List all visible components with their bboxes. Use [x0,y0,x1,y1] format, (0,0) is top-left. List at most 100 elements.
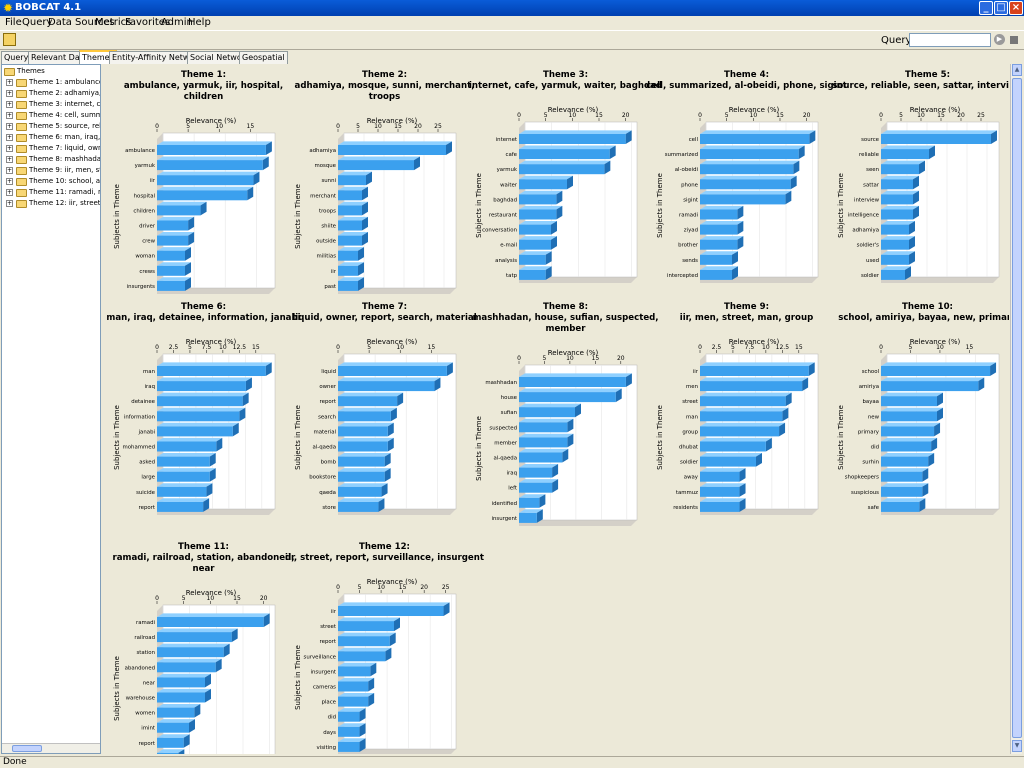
menu-data-sources[interactable]: Data Sources [48,17,115,28]
scroll-down-icon[interactable]: ▼ [1012,740,1022,752]
bar-identified [519,497,540,508]
category-label: iraq [507,471,517,477]
category-label: suspected [489,425,517,431]
category-label: troops [319,208,336,214]
bar-side [231,628,238,643]
menu-file[interactable]: File [5,17,22,28]
category-label: brother [678,243,699,249]
x-tick-label: 15 [595,112,603,119]
bar-ziyad [700,224,738,235]
bar-side [188,216,195,231]
notebook-icon[interactable] [3,33,16,46]
category-label: man [686,414,698,420]
bar-side [183,734,190,748]
bar-top [881,422,941,427]
folder-icon [16,112,27,120]
scrollbar-thumb[interactable] [1012,78,1022,738]
expand-icon[interactable]: + [6,156,13,163]
category-label: sattar [863,182,880,188]
menu-query[interactable]: Query [22,17,53,28]
category-label: qaeda [319,490,336,496]
y-axis-label: Subjects in Theme [294,405,302,470]
expand-icon[interactable]: + [6,90,13,97]
query-go-icon[interactable]: ▶ [994,34,1005,45]
category-label: man [143,369,155,375]
category-label: ramadi [136,620,155,626]
category-label: house [501,395,518,401]
bar-top [700,422,786,427]
x-tick-label: 10 [936,344,944,351]
expand-icon[interactable]: + [6,145,13,152]
category-label: men [686,384,698,390]
bar-top [157,277,191,281]
vertical-scrollbar[interactable]: ▲ ▼ [1010,64,1022,754]
x-axis-label: Relevance (%) [367,117,418,125]
y-axis-label: Subjects in Theme [656,405,664,470]
expand-icon[interactable]: + [6,101,13,108]
expand-icon[interactable]: + [6,134,13,141]
chart-title: Theme 5: [905,70,950,80]
x-tick-label: 5 [543,355,547,362]
bar-side [359,708,366,722]
query-input[interactable] [909,33,991,47]
category-label: did [871,445,879,451]
tab-query[interactable]: Query [1,51,32,64]
expand-icon[interactable]: + [6,178,13,185]
expand-icon[interactable]: + [6,189,13,196]
bar-side [922,468,929,482]
category-label: iir [693,369,699,375]
x-axis-label: Relevance (%) [186,589,237,597]
x-tick-label: 5 [358,584,362,591]
close-button[interactable]: × [1009,1,1023,15]
tree-item-label: Theme 12: iir, street, re [29,199,101,207]
bar-side [384,453,391,467]
themes-tree[interactable]: Themes +Theme 1: ambulance, y+Theme 2: a… [1,64,101,754]
tab-geospatial[interactable]: Geospatial [239,51,288,64]
bar-internet [519,134,626,144]
bar-top [338,186,368,191]
menu-metrics[interactable]: Metrics [95,17,132,28]
menu-help[interactable]: Help [188,17,211,28]
chart-title: Theme 12: [359,542,410,552]
bar-top [338,723,366,727]
x-tick-label: 0 [879,344,883,351]
expand-icon[interactable]: + [6,167,13,174]
category-label: tatp [506,273,518,279]
category-label: crew [142,239,155,245]
x-tick-label: 20 [622,112,630,119]
bar-side [909,251,915,265]
minimize-button[interactable]: _ [979,1,993,15]
expand-icon[interactable]: + [6,112,13,119]
scroll-up-icon[interactable]: ▲ [1012,64,1022,76]
menu-admin[interactable]: Admin [161,17,193,28]
title-bar: ✹ BOBCAT 4.1 _ □ × [0,0,1024,16]
tree-item-label: Theme 6: man, iraq, de [29,133,101,141]
category-label: e-mail [500,243,517,249]
theme-chart-11: Theme 11:ramadi, railroad, station, aban… [112,542,295,754]
expand-icon[interactable]: + [6,79,13,86]
chart-title: near [193,564,216,574]
menu-favorites[interactable]: Favorites [125,17,171,28]
expand-icon[interactable]: + [6,200,13,207]
bar-top [157,362,272,366]
expand-icon[interactable]: + [6,123,13,130]
maximize-button[interactable]: □ [994,1,1008,15]
x-tick-label: 20 [414,123,422,130]
scrollbar-thumb[interactable] [12,745,42,752]
bar-al-qaeda [519,452,563,463]
chart-title: Theme 9: [724,302,769,312]
bar-ambulance [157,145,266,155]
category-label: safe [868,505,880,511]
category-label: cell [689,137,698,143]
bar-side [737,236,744,250]
bar-side [551,236,557,250]
category-label: surveillance [304,654,337,660]
tree-horizontal-scrollbar[interactable] [2,743,100,753]
bar-top [157,216,195,221]
query-options-icon[interactable] [1010,36,1018,44]
bar-side [414,156,420,171]
category-label: iir [150,178,156,184]
bar-side [802,377,809,392]
bar-top [881,483,929,487]
bar-side [609,145,616,160]
